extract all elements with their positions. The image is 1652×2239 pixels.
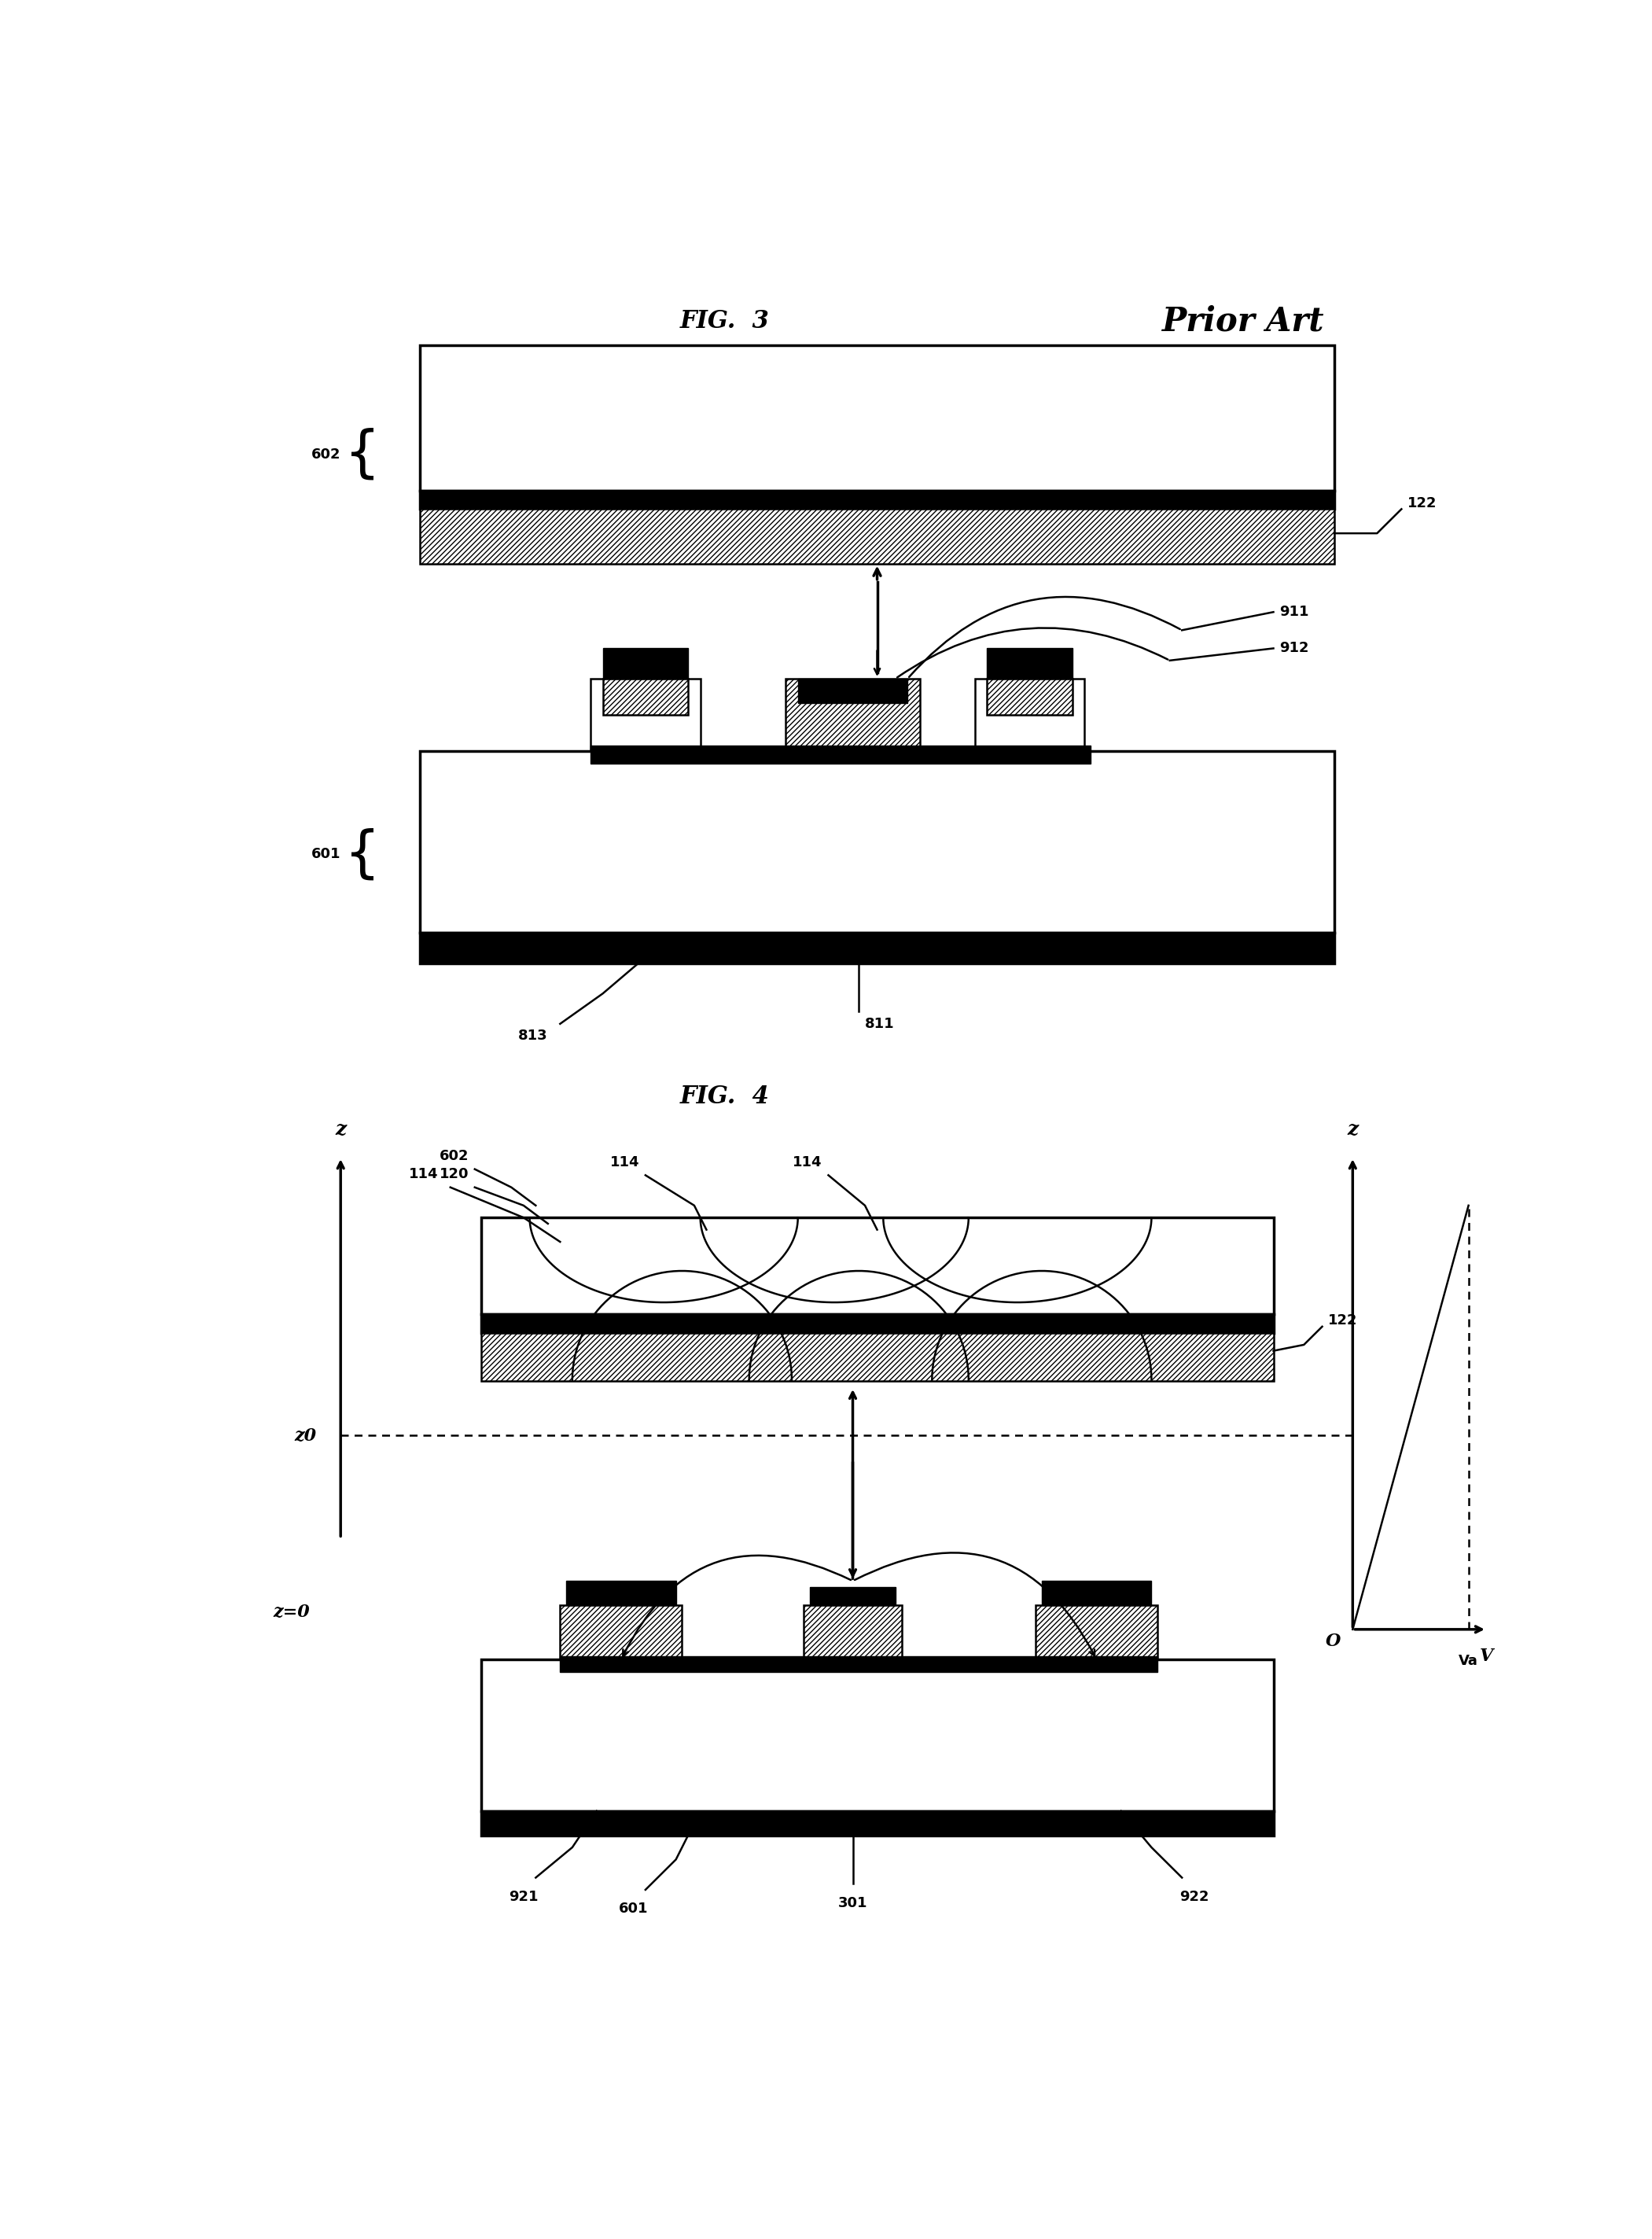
Text: 922: 922	[1180, 1890, 1209, 1903]
Bar	[481, 1811, 1274, 1836]
Text: z=0: z=0	[273, 1603, 311, 1619]
Text: 601: 601	[311, 846, 340, 862]
Bar	[560, 1605, 682, 1659]
Text: O: O	[1325, 1632, 1340, 1650]
Bar	[786, 678, 920, 752]
FancyArrowPatch shape	[337, 1162, 344, 1536]
Text: FIG.  3: FIG. 3	[681, 309, 770, 334]
FancyArrowPatch shape	[897, 627, 1168, 678]
Bar	[560, 1657, 1158, 1673]
Bar	[805, 1605, 902, 1659]
Text: $\{$: $\{$	[344, 428, 375, 481]
Text: 114: 114	[408, 1167, 438, 1182]
Text: 114: 114	[793, 1155, 823, 1169]
Text: 811: 811	[866, 1017, 894, 1030]
Bar	[481, 1218, 1274, 1314]
Text: 911: 911	[1280, 605, 1308, 620]
Bar	[986, 678, 1072, 714]
Bar	[603, 649, 689, 678]
Bar	[1042, 1581, 1151, 1605]
Text: 813: 813	[519, 1030, 548, 1043]
Text: Prior Art: Prior Art	[1161, 305, 1325, 338]
Bar	[603, 678, 689, 714]
Bar	[481, 1314, 1274, 1332]
Bar	[420, 934, 1335, 963]
Text: 120: 120	[439, 1167, 469, 1182]
Bar	[420, 490, 1335, 508]
Text: 114: 114	[610, 1155, 639, 1169]
Text: 122: 122	[1408, 497, 1437, 510]
Bar	[809, 1587, 895, 1605]
FancyArrowPatch shape	[849, 1393, 856, 1578]
Bar	[975, 678, 1084, 752]
Text: 601: 601	[618, 1901, 648, 1917]
Bar	[591, 746, 1090, 763]
Text: 301: 301	[838, 1896, 867, 1910]
Text: 921: 921	[509, 1890, 539, 1903]
Bar	[986, 649, 1072, 678]
FancyArrowPatch shape	[623, 1556, 851, 1655]
FancyArrowPatch shape	[849, 1462, 856, 1576]
Bar	[1036, 1605, 1158, 1659]
FancyArrowPatch shape	[874, 652, 881, 674]
Text: 602: 602	[311, 448, 340, 461]
FancyArrowPatch shape	[1355, 1626, 1482, 1632]
Text: 602: 602	[439, 1149, 469, 1162]
Text: $\{$: $\{$	[344, 826, 375, 882]
FancyArrowPatch shape	[909, 598, 1180, 676]
Text: z: z	[1346, 1120, 1358, 1140]
Bar	[420, 345, 1335, 490]
Bar	[481, 1332, 1274, 1381]
Bar	[798, 678, 907, 703]
Text: 122: 122	[1328, 1314, 1358, 1328]
Text: V: V	[1480, 1648, 1493, 1666]
FancyArrowPatch shape	[874, 569, 881, 580]
Text: Va: Va	[1459, 1655, 1479, 1668]
FancyArrowPatch shape	[1350, 1162, 1356, 1628]
Text: FIG.  4: FIG. 4	[681, 1084, 770, 1108]
Bar	[420, 752, 1335, 934]
Bar	[567, 1581, 676, 1605]
Text: z0: z0	[294, 1426, 316, 1444]
Text: 912: 912	[1280, 640, 1308, 656]
Bar	[420, 508, 1335, 564]
Text: z: z	[335, 1120, 347, 1140]
Bar	[481, 1659, 1274, 1811]
Bar	[591, 678, 700, 752]
FancyArrowPatch shape	[854, 1552, 1095, 1657]
